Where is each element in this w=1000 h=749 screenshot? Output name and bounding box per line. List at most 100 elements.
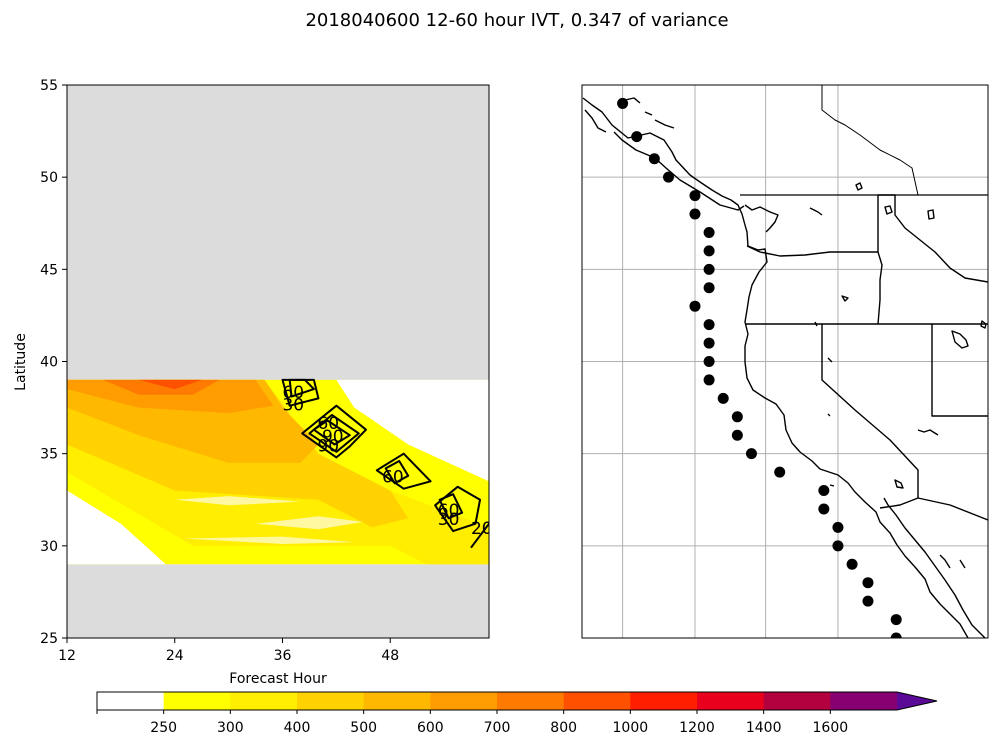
contour-label: 90 bbox=[322, 427, 344, 447]
puget-sound bbox=[744, 204, 779, 233]
contour-line-30 bbox=[281, 378, 320, 407]
station-point bbox=[818, 503, 830, 515]
contour-label: 90 bbox=[317, 436, 339, 456]
colorbar-tick-label: 1200 bbox=[679, 720, 715, 736]
x-tick-label: 12 bbox=[58, 648, 76, 664]
colorbar-extension bbox=[897, 692, 937, 710]
right-axes-frame bbox=[581, 84, 989, 639]
x-axis-label: Forecast Hour bbox=[229, 671, 327, 687]
map-gridlines bbox=[582, 85, 988, 638]
colorbar-outline bbox=[96, 691, 938, 711]
lake-6 bbox=[814, 321, 833, 417]
coastline bbox=[582, 97, 969, 638]
colorbar: 250 300 400 500 600 700 800 1000 1200 1400 1600 bbox=[96, 691, 938, 736]
alberta-border bbox=[821, 85, 919, 196]
baja-lagoons bbox=[939, 554, 966, 569]
colorbar-tick-label: 500 bbox=[350, 720, 377, 736]
baja-gulf-coast bbox=[883, 497, 986, 638]
lake-3 bbox=[884, 205, 893, 215]
ivt-region-below-250 bbox=[67, 490, 166, 565]
idaho-border bbox=[877, 194, 988, 325]
ivt-region-below-250 bbox=[336, 379, 489, 482]
salton-sea bbox=[894, 479, 904, 489]
contour-label: 60 bbox=[282, 383, 304, 403]
colorbar-segment bbox=[230, 692, 298, 710]
ivt-gap bbox=[174, 496, 301, 506]
station-point bbox=[703, 337, 715, 349]
contour-label: 60 bbox=[317, 414, 339, 434]
station-point bbox=[832, 540, 844, 552]
station-point bbox=[703, 263, 715, 275]
y-tick-label: 50 bbox=[40, 170, 58, 186]
colorbar-segment bbox=[163, 692, 231, 710]
station-point bbox=[689, 300, 701, 312]
colorbar-tick-label: 400 bbox=[284, 720, 311, 736]
colorbar-segment bbox=[763, 692, 831, 710]
station-point bbox=[689, 190, 701, 202]
station-points bbox=[617, 97, 902, 638]
ivt-gaps bbox=[174, 496, 364, 544]
station-point bbox=[731, 429, 743, 441]
colorbar-tick-label: 600 bbox=[417, 720, 444, 736]
y-tick-label: 45 bbox=[40, 262, 58, 278]
y-tick-label: 55 bbox=[40, 78, 58, 94]
colorbar-tick-label: 800 bbox=[550, 720, 577, 736]
station-point bbox=[703, 282, 715, 294]
station-point bbox=[717, 392, 729, 404]
ivt-region-600 bbox=[67, 379, 274, 414]
station-point bbox=[832, 521, 844, 533]
colorbar-tick-label: 250 bbox=[150, 720, 177, 736]
mexico-border bbox=[879, 497, 988, 521]
station-point bbox=[774, 466, 786, 478]
contour-line-20 bbox=[470, 523, 489, 549]
vancouver-island bbox=[613, 131, 745, 211]
contour-label: 30 bbox=[438, 510, 460, 530]
queen-charlotte-islands bbox=[584, 109, 607, 133]
station-point bbox=[890, 614, 902, 626]
station-point bbox=[703, 245, 715, 257]
contour-line-30 bbox=[434, 485, 481, 533]
colorbar-ticks: 250 300 400 500 600 700 800 1000 1200 1400 1600 bbox=[96, 710, 849, 736]
contour-label: 30 bbox=[282, 396, 304, 416]
lake-5 bbox=[841, 295, 849, 302]
colorbar-segment bbox=[97, 692, 165, 710]
colorbar-segment bbox=[563, 692, 631, 710]
y-tick-label: 35 bbox=[40, 447, 58, 463]
x-tick-label: 48 bbox=[381, 648, 399, 664]
ivt-region-800 bbox=[138, 379, 202, 390]
great-salt-lake bbox=[951, 330, 969, 349]
station-point bbox=[862, 595, 874, 607]
contour-label: 60 bbox=[382, 468, 404, 488]
lake-1 bbox=[855, 182, 863, 191]
colorbar-segment bbox=[497, 692, 565, 710]
washington-oregon-border bbox=[746, 245, 878, 257]
coast-range-islands bbox=[624, 97, 675, 129]
x-tick-label: 24 bbox=[166, 648, 184, 664]
contour-label: 60 bbox=[438, 501, 460, 521]
station-point bbox=[648, 153, 660, 165]
colorbar-segment bbox=[297, 692, 365, 710]
contour-line-60 bbox=[384, 460, 410, 485]
y-tick-label: 25 bbox=[40, 631, 58, 647]
contour-line-30 bbox=[301, 404, 367, 459]
colorbar-tick-label: 1600 bbox=[813, 720, 849, 736]
y-axis-label: Latitude bbox=[13, 333, 29, 391]
colorbar-segment bbox=[363, 692, 431, 710]
station-point bbox=[703, 374, 715, 386]
california-nevada-border bbox=[821, 324, 919, 498]
colorbar-tick-label: 300 bbox=[217, 720, 244, 736]
y-tick-label: 40 bbox=[40, 355, 58, 371]
nevada-utah-border bbox=[931, 324, 988, 417]
map-outlines bbox=[582, 85, 988, 638]
colorbar-tick-label: 1400 bbox=[746, 720, 782, 736]
colorbar-segment bbox=[830, 692, 898, 710]
station-point bbox=[662, 171, 674, 183]
y-axis-ticks: 25 30 35 40 45 50 55 bbox=[40, 78, 67, 647]
x-tick-label: 36 bbox=[274, 648, 292, 664]
colorbar-tick-label: 700 bbox=[484, 720, 511, 736]
lake-8 bbox=[917, 429, 939, 436]
colorbar-segments bbox=[96, 691, 938, 711]
